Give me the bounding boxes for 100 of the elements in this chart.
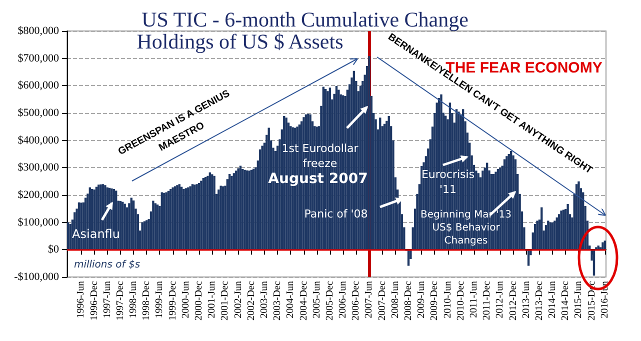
bar — [208, 172, 212, 250]
x-tick-label: 2002-Dec — [246, 280, 257, 320]
bar — [248, 170, 250, 250]
bar — [242, 169, 244, 250]
bar — [130, 198, 132, 250]
bar — [383, 124, 386, 250]
bar — [176, 185, 178, 250]
y-tick-label: $400,000 — [18, 134, 60, 146]
bar — [167, 190, 170, 250]
bar — [540, 207, 543, 250]
bar — [252, 168, 255, 250]
x-tick-label: 2004-Jun — [285, 281, 296, 318]
bar — [154, 203, 156, 250]
y-tick-label: $700,000 — [18, 52, 60, 64]
x-tick-label: 2013-Dec — [534, 280, 545, 320]
bar — [237, 168, 240, 250]
y-tick-label: $500,000 — [18, 107, 60, 119]
x-tick-label: 2008-Dec — [403, 280, 414, 320]
bar — [156, 204, 159, 250]
x-tick-label: 2005-Dec — [324, 280, 336, 320]
x-tick-label: 1996-Dec — [88, 280, 100, 320]
bar — [200, 180, 202, 250]
bar — [575, 184, 578, 250]
y-tick-label: $100,000 — [18, 216, 60, 228]
bar — [187, 187, 190, 250]
bar — [547, 220, 550, 250]
bar — [556, 217, 558, 250]
annotation: Eurocrisis '11 — [421, 168, 475, 196]
bar — [259, 149, 262, 250]
x-tick-label: 2014-Jun — [547, 281, 558, 318]
x-tick-label: 2000-Jun — [180, 281, 192, 318]
bar — [119, 201, 122, 250]
bar — [246, 170, 248, 250]
bar — [230, 176, 233, 250]
bar — [184, 188, 188, 250]
bar — [232, 173, 236, 250]
y-tick-label: $0 — [48, 244, 60, 256]
x-tick-label: 2012-Dec — [508, 280, 519, 320]
bar — [124, 204, 126, 250]
bar — [69, 224, 72, 250]
bar — [67, 222, 70, 250]
x-tick-label: 2013-Jun — [520, 281, 532, 318]
x-tick-label: 2005-Jun — [311, 281, 322, 318]
x-tick-label: 2003-Jun — [258, 281, 270, 318]
bar — [536, 220, 538, 250]
x-tick-label: 2003-Dec — [272, 280, 284, 320]
bar — [602, 242, 604, 250]
bar — [189, 186, 192, 250]
x-tick-label: 2001-Dec — [220, 280, 231, 320]
bar — [235, 170, 238, 250]
annotation: 1st Eurodollar freeze — [282, 142, 359, 170]
y-tick-label: $200,000 — [18, 189, 60, 201]
x-tick-label: 2007-Jun — [364, 281, 375, 318]
x-tick-label: 2007-Dec — [376, 280, 388, 320]
bar — [228, 174, 231, 250]
x-tick-label: 2010-Jun — [442, 281, 454, 318]
bar — [152, 200, 154, 250]
x-tick-label: 2006-Dec — [350, 280, 362, 320]
x-tick-label: 2000-Dec — [194, 280, 205, 320]
bar — [180, 186, 183, 250]
bar — [261, 146, 264, 250]
y-tick-label: -$100,000 — [14, 271, 60, 283]
annotation: millions of $s — [74, 260, 140, 270]
x-tick-label: 2002-Jun — [232, 281, 244, 318]
x-tick-label: 2014-Dec — [560, 280, 572, 320]
y-tick-label: $600,000 — [18, 80, 60, 92]
x-tick-label: 1997-Jun — [102, 281, 113, 318]
bar — [191, 184, 194, 250]
x-tick-label: 2015-Jun — [573, 281, 584, 318]
x-tick-label: 2009-Jun — [416, 281, 428, 318]
x-tick-label: 1996-Jun — [76, 281, 87, 318]
x-tick-label: 2004-Dec — [298, 280, 310, 320]
x-tick-label: 2006-Jun — [338, 281, 349, 318]
bar — [250, 170, 252, 250]
bar — [211, 174, 214, 250]
y-tick-label: $800,000 — [18, 25, 60, 37]
bar — [368, 56, 370, 250]
x-tick-label: 1999-Jun — [154, 281, 166, 318]
x-tick-label: 1998-Dec — [141, 280, 152, 320]
bar — [213, 176, 216, 250]
x-tick-label: 2009-Dec — [429, 280, 440, 320]
x-tick-label: 2008-Jun — [390, 281, 401, 318]
bar — [388, 116, 390, 250]
bar — [558, 214, 560, 250]
chart-title: US TIC - 6-month Cumulative Change — [142, 8, 468, 32]
bar — [566, 204, 569, 250]
bar — [182, 188, 185, 250]
bar — [202, 178, 204, 250]
bar — [562, 210, 565, 250]
bar — [578, 181, 580, 250]
bar — [560, 210, 562, 250]
bar — [239, 166, 242, 250]
x-tick-label: 2001-Jun — [206, 281, 218, 318]
annotation: August 2007 — [268, 171, 368, 187]
bar — [222, 186, 224, 250]
bar — [178, 184, 180, 250]
bar — [198, 182, 200, 250]
bar — [204, 176, 207, 250]
annotation: Asianflu — [72, 227, 120, 241]
bar — [604, 240, 606, 250]
